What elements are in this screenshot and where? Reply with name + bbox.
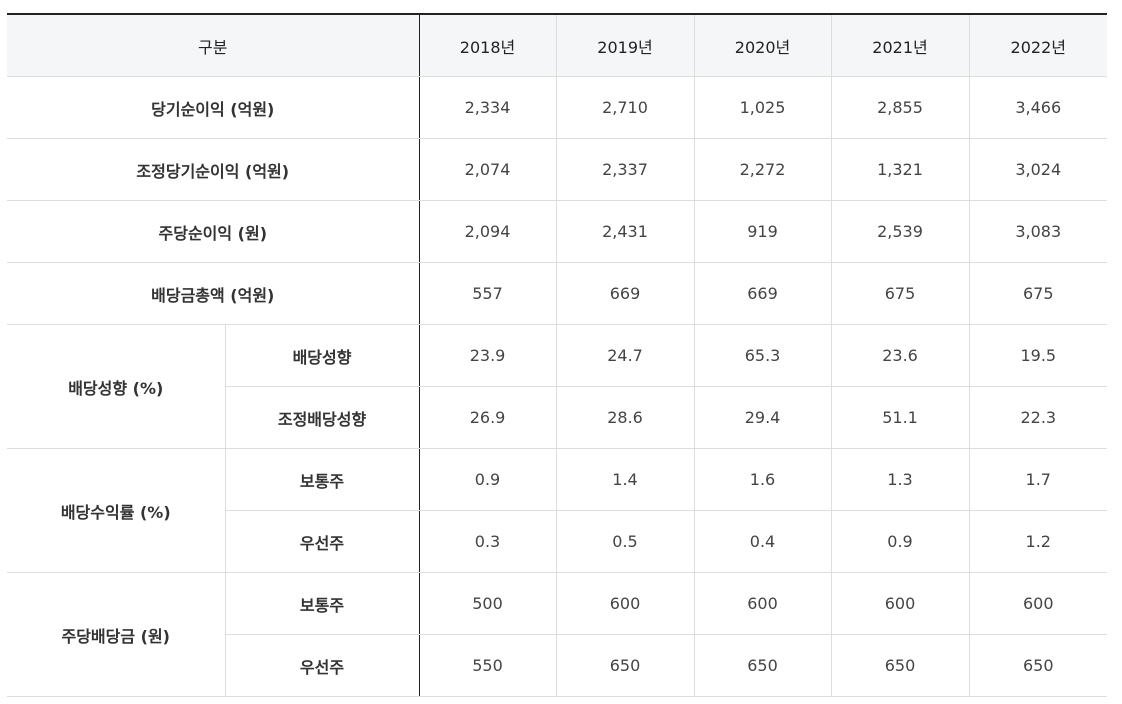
dividend-table: 구분 2018년 2019년 2020년 2021년 2022년 당기순이익 (… xyxy=(7,13,1108,697)
table-cell: 2,539 xyxy=(831,200,970,263)
table-cell: 2,094 xyxy=(419,200,557,263)
row-label: 조정당기순이익 (억원) xyxy=(7,138,420,201)
table-cell: 669 xyxy=(556,262,695,325)
table-cell: 1,025 xyxy=(694,76,832,139)
table-cell: 2,272 xyxy=(694,138,832,201)
table-cell: 0.9 xyxy=(831,510,970,573)
table-row: 배당수익률 (%) 보통주 0.9 1.4 1.6 1.3 1.7 xyxy=(7,448,1108,573)
table-cell: 24.7 xyxy=(556,324,695,387)
table-cell: 23.9 xyxy=(419,324,557,387)
table-cell: 2,855 xyxy=(831,76,970,139)
table-cell: 23.6 xyxy=(831,324,970,387)
table-cell: 669 xyxy=(694,262,832,325)
subrow-label: 보통주 xyxy=(225,448,420,511)
table-cell: 65.3 xyxy=(694,324,832,387)
table-cell: 2,337 xyxy=(556,138,695,201)
table-cell: 1.3 xyxy=(831,448,970,511)
row-label: 주당순이익 (원) xyxy=(7,200,420,263)
header-year-2020: 2020년 xyxy=(694,14,832,77)
table-row: 주당순이익 (원) 2,094 2,431 919 2,539 3,083 xyxy=(7,200,1108,263)
table-cell: 1,321 xyxy=(831,138,970,201)
table-cell: 557 xyxy=(419,262,557,325)
subrow-label: 우선주 xyxy=(225,634,420,697)
table-cell: 675 xyxy=(969,262,1108,325)
table-cell: 2,334 xyxy=(419,76,557,139)
header-row: 구분 2018년 2019년 2020년 2021년 2022년 xyxy=(7,14,1108,77)
table-header: 구분 2018년 2019년 2020년 2021년 2022년 xyxy=(7,14,1108,77)
table-cell: 0.5 xyxy=(556,510,695,573)
table-cell: 919 xyxy=(694,200,832,263)
row-label: 당기순이익 (억원) xyxy=(7,76,420,139)
table-cell: 675 xyxy=(831,262,970,325)
subrow-label: 보통주 xyxy=(225,572,420,635)
table-row: 배당성향 (%) 배당성향 23.9 24.7 65.3 23.6 19.5 xyxy=(7,324,1108,449)
table-cell: 1.2 xyxy=(969,510,1108,573)
table-cell: 0.9 xyxy=(419,448,557,511)
table-row: 배당금총액 (억원) 557 669 669 675 675 xyxy=(7,262,1108,325)
table-cell: 51.1 xyxy=(831,386,970,449)
table-cell: 600 xyxy=(831,572,970,635)
table-cell: 2,431 xyxy=(556,200,695,263)
header-year-2018: 2018년 xyxy=(419,14,557,77)
subrow-label: 조정배당성향 xyxy=(225,386,420,449)
subrow-label: 배당성향 xyxy=(225,324,420,387)
table-cell: 3,466 xyxy=(969,76,1108,139)
table-cell: 550 xyxy=(419,634,557,697)
table-cell: 650 xyxy=(694,634,832,697)
header-year-2022: 2022년 xyxy=(969,14,1108,77)
table-row: 당기순이익 (억원) 2,334 2,710 1,025 2,855 3,466 xyxy=(7,76,1108,139)
table-row: 조정당기순이익 (억원) 2,074 2,337 2,272 1,321 3,0… xyxy=(7,138,1108,201)
table-row: 우선주 0.3 0.5 0.4 0.9 1.2 xyxy=(7,510,1108,573)
header-category: 구분 xyxy=(7,14,420,77)
table-cell: 0.3 xyxy=(419,510,557,573)
table-cell: 0.4 xyxy=(694,510,832,573)
table-cell: 2,710 xyxy=(556,76,695,139)
table-cell: 500 xyxy=(419,572,557,635)
table-cell: 3,024 xyxy=(969,138,1108,201)
table-cell: 28.6 xyxy=(556,386,695,449)
table-cell: 19.5 xyxy=(969,324,1108,387)
header-year-2021: 2021년 xyxy=(831,14,970,77)
table-cell: 600 xyxy=(556,572,695,635)
table-cell: 3,083 xyxy=(969,200,1108,263)
table-body: 당기순이익 (억원) 2,334 2,710 1,025 2,855 3,466… xyxy=(7,76,1108,697)
table-cell: 1.7 xyxy=(969,448,1108,511)
table-cell: 29.4 xyxy=(694,386,832,449)
table-cell: 2,074 xyxy=(419,138,557,201)
group-label: 주당배당금 (원) xyxy=(7,572,226,697)
table-cell: 1.6 xyxy=(694,448,832,511)
table-cell: 26.9 xyxy=(419,386,557,449)
table-cell: 650 xyxy=(831,634,970,697)
table-cell: 600 xyxy=(694,572,832,635)
table-row: 주당배당금 (원) 보통주 500 600 600 600 600 xyxy=(7,572,1108,697)
table-cell: 650 xyxy=(556,634,695,697)
table-cell: 1.4 xyxy=(556,448,695,511)
table-row: 우선주 550 650 650 650 650 xyxy=(7,634,1108,697)
row-label: 배당금총액 (억원) xyxy=(7,262,420,325)
header-year-2019: 2019년 xyxy=(556,14,695,77)
table-cell: 650 xyxy=(969,634,1108,697)
group-label: 배당수익률 (%) xyxy=(7,448,226,573)
group-label: 배당성향 (%) xyxy=(7,324,226,449)
subrow-label: 우선주 xyxy=(225,510,420,573)
table-cell: 22.3 xyxy=(969,386,1108,449)
table-cell: 600 xyxy=(969,572,1108,635)
table-row: 조정배당성향 26.9 28.6 29.4 51.1 22.3 xyxy=(7,386,1108,449)
